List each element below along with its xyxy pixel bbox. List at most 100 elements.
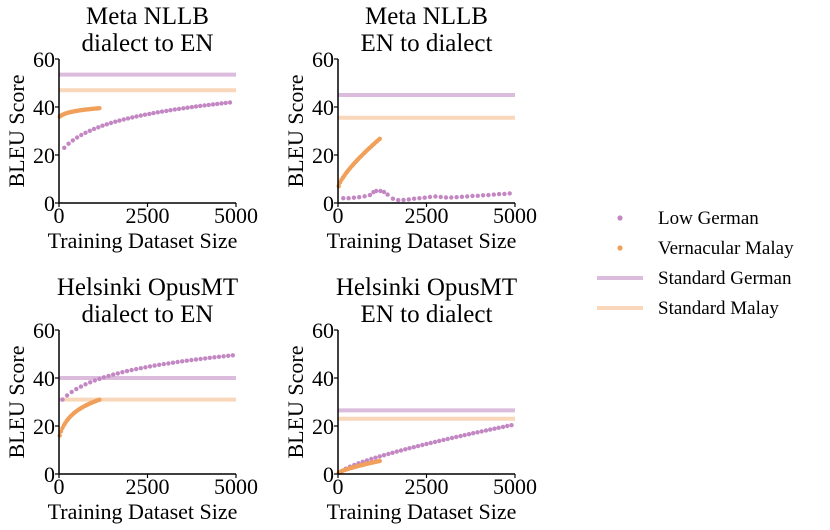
data-point	[346, 196, 351, 201]
data-point	[420, 442, 425, 448]
data-point	[226, 353, 231, 358]
data-point	[411, 196, 417, 201]
data-point	[180, 359, 185, 364]
data-point	[120, 370, 125, 375]
y-axis-label: BLEU Score	[4, 74, 29, 187]
data-point	[427, 194, 433, 200]
chart-title-line: dialect to EN	[82, 301, 214, 328]
data-point	[445, 436, 450, 442]
y-tick-label: 0	[44, 191, 55, 216]
x-tick-label: 5000	[493, 203, 537, 228]
y-tick-label: 40	[33, 95, 55, 120]
data-point	[449, 435, 455, 441]
y-tick-label: 40	[312, 366, 334, 391]
x-axis-label: Training Dataset Size	[327, 499, 517, 524]
x-axis-label: Training Dataset Size	[327, 228, 517, 253]
data-point	[124, 368, 130, 374]
data-point	[161, 361, 166, 367]
data-point	[502, 191, 507, 197]
x-tick-label: 5000	[493, 474, 537, 499]
data-point	[175, 359, 180, 365]
data-point	[130, 115, 135, 120]
data-point	[92, 378, 98, 383]
data-point	[443, 195, 449, 200]
data-point	[362, 194, 367, 199]
y-tick-label: 20	[33, 414, 55, 439]
series-low-german	[339, 423, 514, 474]
data-point	[97, 106, 102, 111]
data-point	[147, 364, 153, 369]
legend-label: Standard German	[658, 268, 792, 289]
legend-entry-standard-german: Standard German	[597, 268, 792, 289]
data-point	[471, 431, 476, 436]
data-point	[458, 433, 463, 439]
legend-label: Low German	[658, 208, 759, 229]
data-point	[227, 100, 233, 105]
data-point	[385, 192, 390, 197]
data-point	[509, 423, 514, 428]
data-point	[143, 365, 148, 370]
y-tick-label: 0	[323, 462, 334, 487]
y-tick-label: 20	[312, 414, 334, 439]
data-point	[189, 357, 194, 363]
data-point	[125, 116, 131, 121]
data-point	[168, 108, 173, 113]
data-point	[401, 197, 406, 203]
series-vernacular-malay	[57, 106, 102, 119]
data-point	[483, 428, 489, 433]
data-point	[369, 456, 374, 462]
data-point	[147, 111, 152, 117]
x-tick-label: 2500	[405, 474, 449, 499]
data-point	[449, 195, 454, 200]
chart-title-line: dialect to EN	[82, 30, 214, 57]
data-point	[398, 448, 404, 453]
data-point	[381, 189, 387, 195]
data-point	[433, 194, 438, 199]
chart-title-line: EN to dialect	[361, 301, 493, 328]
data-point	[117, 118, 122, 123]
x-tick-label: 2500	[126, 203, 170, 228]
x-tick-label: 0	[54, 474, 65, 499]
data-point	[97, 376, 102, 382]
data-point	[91, 126, 97, 132]
data-point	[377, 136, 382, 141]
data-point	[121, 117, 127, 122]
series-low-german	[341, 188, 512, 203]
x-tick-label: 5000	[214, 203, 258, 228]
data-point	[432, 439, 438, 445]
data-point	[203, 356, 208, 361]
data-point	[215, 101, 220, 107]
data-point	[172, 107, 177, 112]
data-point	[403, 447, 408, 452]
data-point	[390, 196, 396, 201]
data-point	[60, 397, 65, 402]
data-point	[424, 441, 429, 447]
data-point	[193, 357, 199, 362]
data-point	[152, 363, 157, 368]
data-point	[386, 451, 391, 457]
series-low-german	[62, 100, 233, 150]
data-point	[491, 192, 496, 197]
data-point	[475, 430, 480, 435]
data-point	[390, 450, 395, 455]
data-point	[106, 373, 111, 379]
data-point	[206, 102, 211, 108]
data-point	[378, 188, 383, 194]
data-point	[496, 425, 501, 430]
x-tick-label: 0	[333, 474, 344, 499]
y-tick-label: 40	[312, 95, 334, 120]
data-point	[207, 355, 212, 360]
data-point	[58, 429, 64, 434]
data-point	[465, 194, 470, 199]
chart-title-line: Helsinki OpusMT	[336, 274, 517, 301]
y-tick-label: 60	[312, 318, 334, 343]
y-tick-label: 0	[323, 191, 334, 216]
data-point	[184, 358, 189, 363]
series-vernacular-malay	[336, 458, 382, 475]
data-point	[193, 104, 199, 109]
data-point	[66, 141, 71, 146]
legend-entry-low-german: Low German	[617, 208, 759, 229]
chart-title-line: Helsinki OpusMT	[57, 274, 238, 301]
